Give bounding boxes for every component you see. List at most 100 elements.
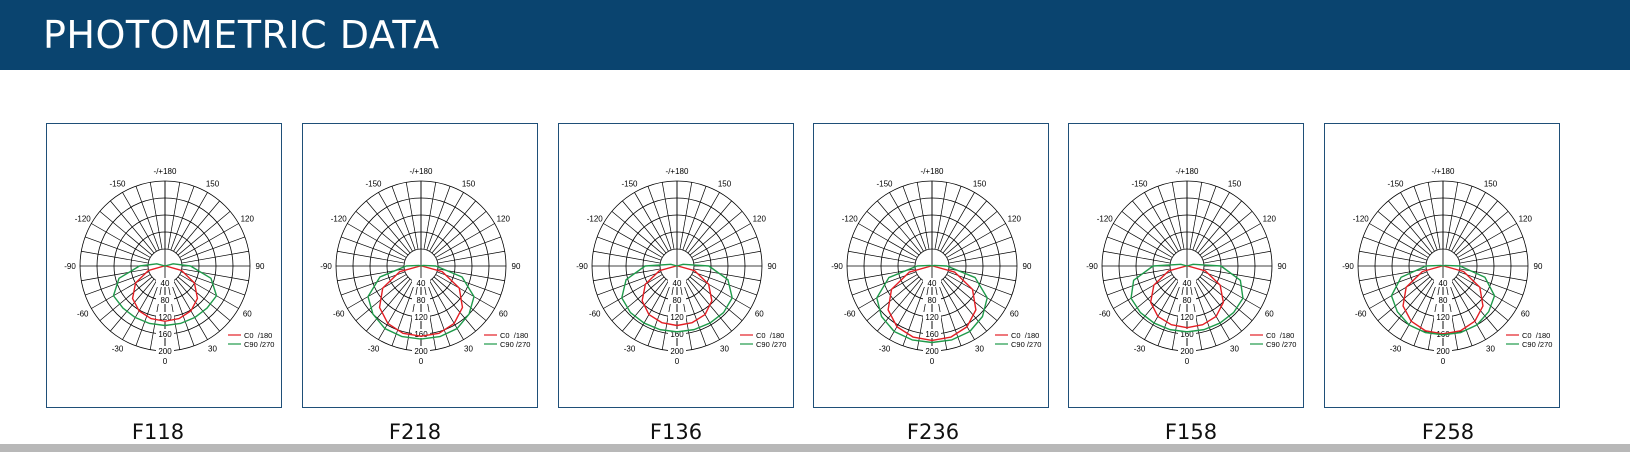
radial-label-bg [412, 295, 430, 304]
grid-spoke [1132, 278, 1177, 332]
radial-label-bg [923, 295, 941, 304]
grid-spoke [1197, 200, 1242, 254]
grid-spoke [622, 200, 667, 254]
angle-tick-label: 0 [163, 357, 168, 366]
grid-spoke [611, 211, 665, 256]
grid-spoke [1199, 211, 1253, 256]
radial-label-bg [156, 329, 174, 338]
radial-label-bg [923, 346, 941, 355]
grid-spoke [603, 274, 663, 309]
polar-chart: -/+180 150 120 90 60 30 0 -30 -60 -90 -120 -150 40 80… [1342, 167, 1552, 366]
radial-label-bg [1434, 312, 1452, 321]
grid-spoke [426, 281, 451, 346]
angle-tick-label: 60 [755, 310, 764, 319]
grid-spoke [1413, 281, 1438, 346]
grid-spoke [682, 281, 707, 346]
grid-spoke [902, 281, 927, 346]
grid-spoke [946, 223, 1006, 258]
grid-spoke [177, 276, 231, 321]
grid-spoke [693, 268, 761, 282]
grid-spoke [378, 192, 413, 252]
radial-tick-label: 40 [1183, 279, 1192, 288]
radial-label-bg [1434, 295, 1452, 304]
grid-spoke [1197, 278, 1242, 332]
polar-chart-panel: -/+180 150 120 90 60 30 0 -30 -60 -90 -120 -150 40 80… [813, 123, 1049, 408]
angle-tick-label: -/+180 [1432, 167, 1455, 176]
angle-tick-label: 150 [718, 180, 732, 189]
angle-tick-label: -60 [333, 310, 345, 319]
legend-label: C0 /180 [1522, 331, 1550, 340]
chart-caption: F236 [906, 420, 960, 444]
angle-tick-label: -150 [621, 180, 638, 189]
grid-spoke [1121, 276, 1175, 321]
angle-tick-label: -/+180 [154, 167, 177, 176]
grid-spoke [634, 280, 669, 340]
grid-spoke [355, 211, 409, 256]
radial-tick-label: 160 [925, 330, 939, 339]
grid-spoke [691, 223, 751, 258]
grid-spoke [405, 182, 419, 250]
radial-tick-label: 200 [670, 347, 684, 356]
radial-tick-label: 80 [673, 296, 682, 305]
grid-spoke [848, 250, 916, 264]
grid-spoke [916, 182, 930, 250]
radial-tick-label: 120 [1180, 313, 1194, 322]
radial-tick-label: 80 [928, 296, 937, 305]
angle-tick-label: 150 [206, 180, 220, 189]
angle-tick-label: -90 [576, 262, 588, 271]
grid-spoke [437, 250, 505, 264]
radial-label-bg [668, 312, 686, 321]
grid-spoke [902, 186, 927, 251]
angle-tick-label: -150 [876, 180, 893, 189]
grid-spoke [91, 274, 151, 309]
angle-tick-label: -60 [589, 310, 601, 319]
grid-spoke [685, 192, 720, 252]
grid-spoke [366, 200, 411, 254]
angle-tick-label: -/+180 [410, 167, 433, 176]
grid-spoke [1458, 271, 1523, 296]
grid-spoke [436, 236, 501, 261]
angle-tick-label: -60 [1099, 310, 1111, 319]
polar-chart: -/+180 150 120 90 60 30 0 -30 -60 -90 -120 -150 40 80… [831, 167, 1041, 366]
angle-tick-label: 30 [464, 344, 473, 353]
angle-tick-label: -150 [1387, 180, 1404, 189]
grid-spoke [1144, 192, 1179, 252]
angle-tick-label: 60 [1010, 310, 1019, 319]
grid-spoke [1113, 274, 1173, 309]
grid-spoke [858, 274, 918, 309]
grid-spoke [1113, 223, 1173, 258]
grid-spoke [661, 182, 675, 250]
grid-spoke [948, 250, 1016, 264]
grid-spoke [942, 278, 987, 332]
grid-spoke [1369, 274, 1429, 309]
grid-spoke [1157, 281, 1182, 346]
angle-tick-label: -150 [109, 180, 126, 189]
grid-spoke [175, 278, 220, 332]
angle-tick-label: -90 [1342, 262, 1354, 271]
grid-spoke [877, 200, 922, 254]
radial-label-bg [923, 329, 941, 338]
grid-spoke [341, 236, 406, 261]
grid-spoke [593, 250, 661, 264]
legend-label: C0 /180 [1011, 331, 1039, 340]
series-c90-curve [112, 263, 218, 327]
angle-tick-label: 150 [462, 180, 476, 189]
grid-spoke [337, 250, 405, 264]
grid-spoke [1388, 200, 1433, 254]
radial-tick-label: 40 [417, 279, 426, 288]
grid-spoke [682, 186, 707, 251]
grid-spoke [167, 182, 181, 250]
angle-tick-label: 90 [1278, 262, 1287, 271]
grid-spoke [889, 192, 924, 252]
angle-tick-label: 0 [930, 357, 935, 366]
grid-spoke [1107, 271, 1172, 296]
grid-spoke [1103, 250, 1171, 264]
radial-label-bg [156, 312, 174, 321]
grid-spoke [1457, 223, 1517, 258]
grid-spoke [689, 276, 743, 321]
angle-tick-label: 90 [1023, 262, 1032, 271]
radial-tick-label: 120 [158, 313, 172, 322]
legend-label: C0 /180 [1266, 331, 1294, 340]
angle-tick-label: 150 [1484, 180, 1498, 189]
grid-spoke [170, 186, 195, 251]
